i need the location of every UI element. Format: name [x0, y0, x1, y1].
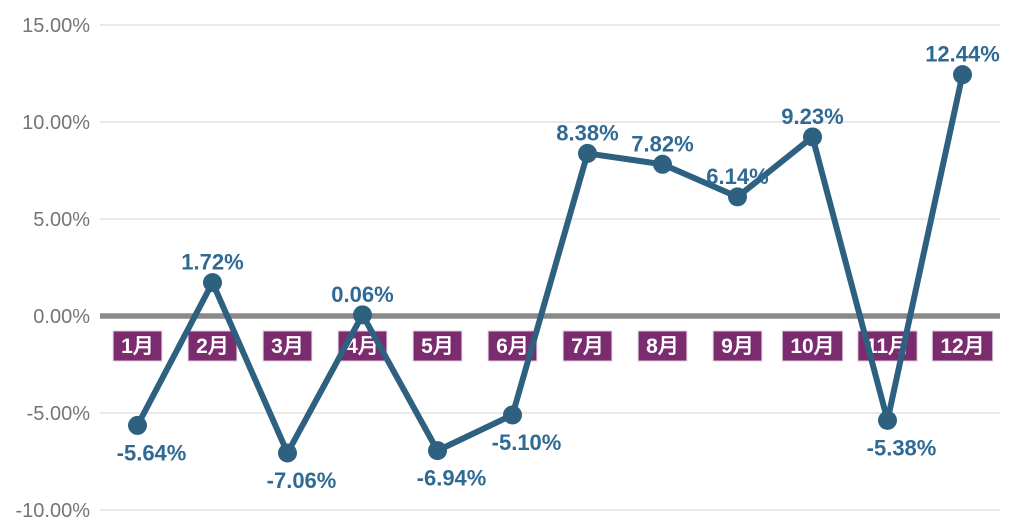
month-label: 7月 — [571, 335, 604, 358]
data-point-marker — [503, 405, 522, 425]
month-label: 2月 — [196, 335, 229, 358]
month-label-box — [262, 330, 313, 362]
value-label: 0.06% — [331, 282, 393, 307]
value-label: 12.44% — [925, 42, 1000, 67]
y-axis-tick-label: -5.00% — [27, 403, 91, 425]
month-label: 12月 — [940, 335, 984, 358]
month-label-box — [931, 330, 994, 362]
data-point-marker — [203, 273, 222, 293]
month-label-box — [637, 330, 688, 362]
month-label: 5月 — [421, 335, 454, 358]
data-point-marker — [953, 65, 972, 85]
month-label: 1月 — [121, 335, 154, 358]
month-label: 9月 — [721, 335, 754, 358]
month-label: 3月 — [271, 335, 304, 358]
value-label: -5.38% — [867, 435, 937, 460]
y-axis-tick-label: 10.00% — [22, 112, 90, 134]
value-label: 6.14% — [706, 164, 768, 189]
month-label: 11月 — [866, 335, 909, 358]
value-label: 1.72% — [181, 250, 243, 275]
y-axis-tick-label: 15.00% — [22, 15, 90, 37]
value-label: 7.82% — [631, 131, 693, 156]
value-label: 9.23% — [781, 104, 843, 129]
value-label: -6.94% — [417, 466, 487, 491]
value-label: -5.10% — [492, 430, 562, 455]
month-label-box — [187, 330, 238, 362]
month-label: 8月 — [646, 335, 679, 358]
data-point-marker — [278, 443, 297, 463]
data-point-marker — [128, 415, 147, 435]
data-point-marker — [353, 305, 372, 325]
y-axis-tick-label: 5.00% — [33, 209, 90, 231]
value-label: -5.64% — [117, 440, 187, 465]
value-label: -7.06% — [267, 468, 337, 493]
month-label-box — [412, 330, 463, 362]
data-point-marker — [653, 154, 672, 174]
series-line — [134, 71, 966, 456]
data-point-marker — [803, 127, 822, 147]
month-label: 4月 — [346, 335, 379, 358]
data-point-marker — [428, 441, 447, 461]
month-label-box — [562, 330, 613, 362]
y-axis-tick-label: 0.00% — [33, 306, 90, 328]
y-axis-tick-label: -10.00% — [16, 500, 91, 522]
data-point-marker — [578, 143, 597, 163]
month-label-box — [112, 330, 163, 362]
data-point-marker — [878, 410, 897, 430]
month-label: 6月 — [496, 335, 529, 358]
month-label-box — [781, 330, 844, 362]
value-label: 8.38% — [556, 120, 618, 145]
data-point-marker — [728, 187, 747, 207]
month-label-box — [712, 330, 763, 362]
month-label: 10月 — [790, 335, 834, 358]
